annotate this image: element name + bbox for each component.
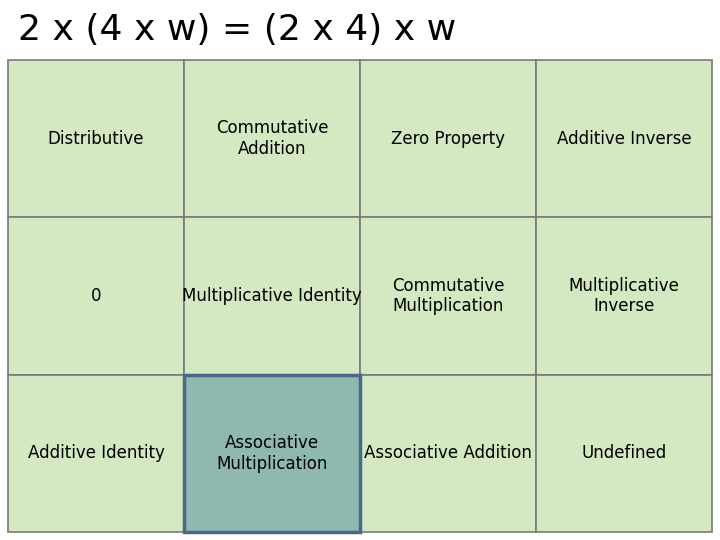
Text: Associative
Multiplication: Associative Multiplication <box>216 434 328 472</box>
Bar <box>8 217 184 375</box>
Bar <box>536 375 712 532</box>
Text: 2 x (4 x w) = (2 x 4) x w: 2 x (4 x w) = (2 x 4) x w <box>18 13 456 47</box>
Bar <box>360 217 536 375</box>
Text: Distributive: Distributive <box>48 130 144 147</box>
Bar <box>360 375 536 532</box>
Text: Additive Inverse: Additive Inverse <box>557 130 691 147</box>
Bar <box>8 60 184 217</box>
Bar <box>184 375 360 532</box>
Bar <box>360 60 536 217</box>
Text: Commutative
Addition: Commutative Addition <box>216 119 328 158</box>
Text: 0: 0 <box>91 287 102 305</box>
Text: Multiplicative
Inverse: Multiplicative Inverse <box>569 276 680 315</box>
Bar <box>184 217 360 375</box>
Text: Additive Identity: Additive Identity <box>27 444 164 462</box>
Text: Commutative
Multiplication: Commutative Multiplication <box>392 276 504 315</box>
Bar <box>184 60 360 217</box>
Text: Zero Property: Zero Property <box>391 130 505 147</box>
Bar <box>8 375 184 532</box>
Text: Associative Addition: Associative Addition <box>364 444 532 462</box>
Bar <box>536 217 712 375</box>
Bar <box>536 60 712 217</box>
Text: Undefined: Undefined <box>581 444 667 462</box>
Text: Multiplicative Identity: Multiplicative Identity <box>182 287 362 305</box>
